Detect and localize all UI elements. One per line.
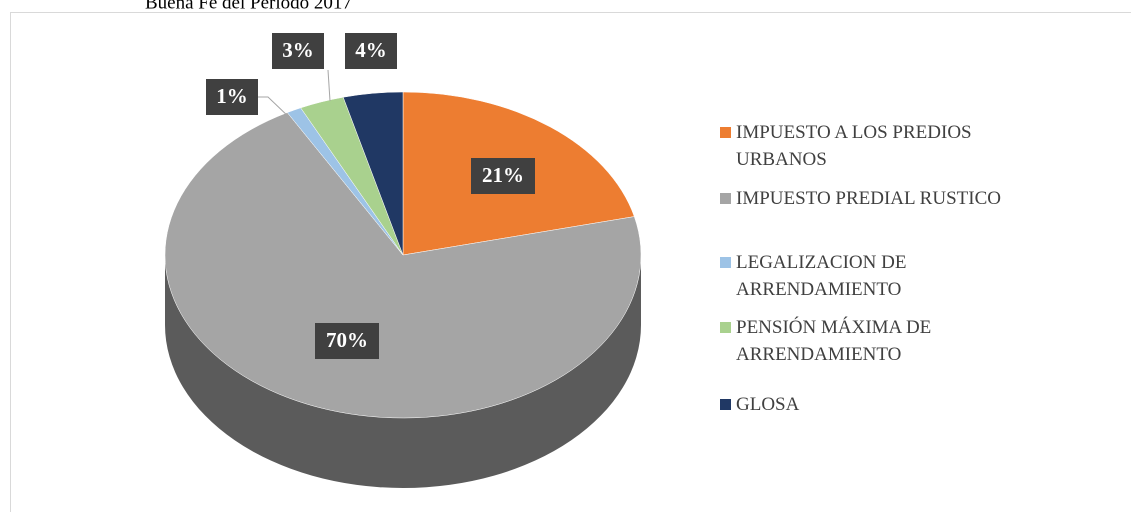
legend-label: LEGALIZACION DE ARRENDAMIENTO [736, 252, 907, 300]
leader-line [256, 96, 292, 120]
pie-tops [164, 91, 642, 419]
data-label-box [471, 158, 535, 194]
pie-slice [342, 91, 404, 256]
data-label: 1% [216, 84, 248, 108]
data-labels: 21% 70% 1% 3% 4% [206, 33, 535, 359]
legend-swatch [720, 127, 731, 138]
data-label-box [206, 79, 258, 115]
pie-sides [165, 255, 641, 488]
legend-label: IMPUESTO A LOS PREDIOS URBANOS [736, 122, 972, 170]
legend-item: GLOSA [720, 391, 1016, 418]
legend-item: IMPUESTO A LOS PREDIOS URBANOS [720, 119, 1016, 173]
data-label: 3% [282, 38, 314, 62]
pie-slice [164, 112, 642, 419]
legend-swatch [720, 257, 731, 268]
legend-swatch [720, 193, 731, 204]
chart-frame [10, 12, 1131, 512]
data-label-box [272, 33, 324, 69]
data-label: 21% [482, 163, 524, 187]
data-label-box [345, 33, 397, 69]
legend-label: PENSIÓN MÁXIMA DE ARRENDAMIENTO [736, 317, 932, 365]
legend-swatch [720, 399, 731, 410]
legend-item: PENSIÓN MÁXIMA DE ARRENDAMIENTO [720, 314, 1016, 368]
legend-label: GLOSA [736, 394, 800, 415]
leader-line [327, 69, 331, 102]
data-label: 4% [355, 38, 387, 62]
legend-swatch [720, 322, 731, 333]
legend-item: IMPUESTO PREDIAL RUSTICO [720, 185, 1016, 212]
data-label-box [315, 323, 379, 359]
data-label: 70% [326, 328, 368, 352]
legend-item: LEGALIZACION DE ARRENDAMIENTO [720, 249, 1016, 303]
chart-title: Buena Fe del Periodo 2017 [145, 0, 352, 13]
legend-label: IMPUESTO PREDIAL RUSTICO [736, 188, 1001, 209]
pie-side [165, 255, 641, 488]
